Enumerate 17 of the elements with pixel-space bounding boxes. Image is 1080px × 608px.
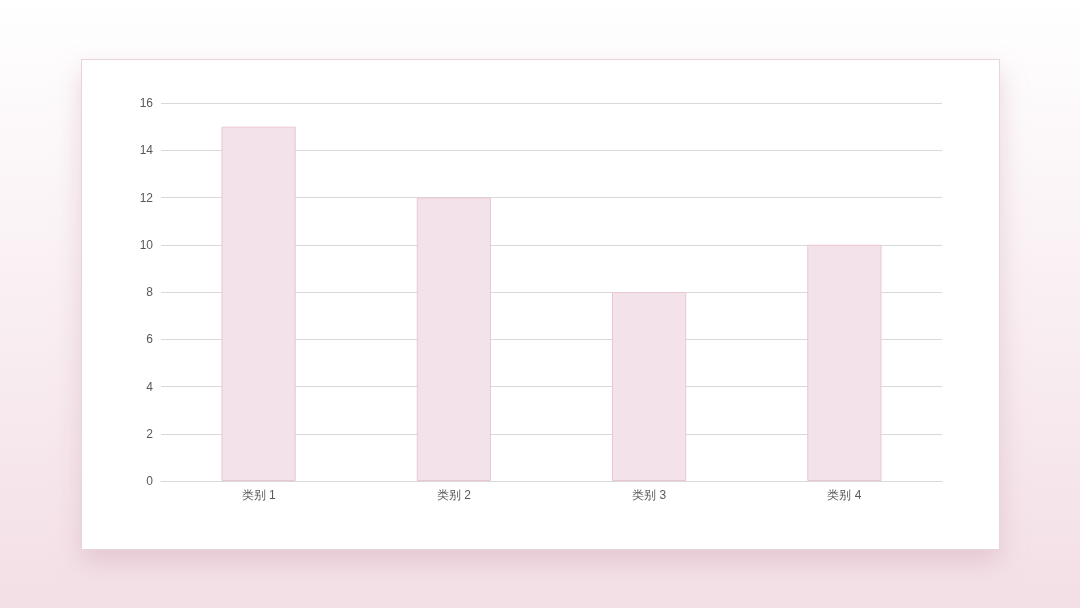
bar bbox=[221, 126, 296, 481]
y-tick-label: 16 bbox=[139, 96, 154, 110]
y-tick-label: 8 bbox=[146, 285, 154, 299]
y-tick-label: 4 bbox=[146, 379, 154, 394]
x-tick-label: 类别 4 bbox=[827, 488, 862, 502]
bar bbox=[612, 292, 687, 481]
x-tick-label: 类别 3 bbox=[632, 488, 667, 502]
x-tick-label: 类别 2 bbox=[436, 488, 472, 502]
y-tick-label: 2 bbox=[146, 426, 154, 441]
y-tick-label: 14 bbox=[139, 143, 154, 158]
x-tick-label: 类别 1 bbox=[241, 488, 276, 502]
bar bbox=[807, 244, 882, 481]
y-tick-label: 0 bbox=[146, 474, 154, 488]
y-tick-label: 12 bbox=[139, 190, 154, 205]
y-tick-label: 6 bbox=[146, 332, 154, 347]
bar bbox=[416, 197, 491, 481]
y-tick-label: 10 bbox=[139, 237, 154, 252]
